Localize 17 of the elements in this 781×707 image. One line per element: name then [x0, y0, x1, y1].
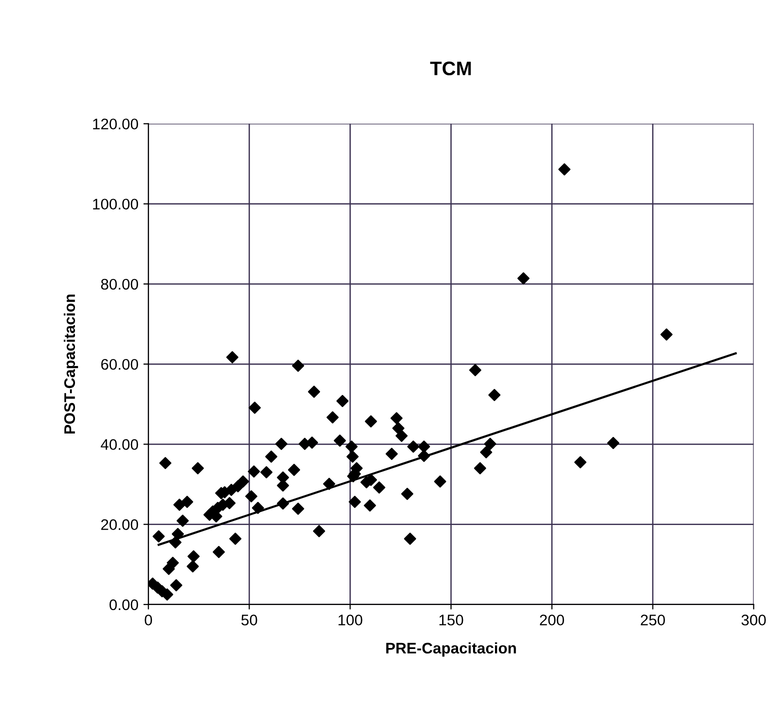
y-tick-label: 20.00	[101, 519, 138, 530]
x-axis-title: PRE-Capacitacion	[386, 642, 516, 657]
y-axis-title: POST-Capacitacion	[64, 294, 78, 434]
y-tick-label: 40.00	[100, 439, 138, 450]
y-tick-label: 0.00	[110, 599, 138, 610]
y-tick-label: 80.00	[101, 278, 138, 290]
x-tick-label: 250	[640, 614, 665, 626]
x-tick-label: 150	[439, 614, 464, 626]
x-tick-label: 300	[742, 614, 766, 626]
chart-title: TCM	[430, 62, 471, 76]
y-tick-label: 60.00	[101, 358, 138, 370]
x-tick-label: 50	[241, 614, 258, 626]
x-tick-label: 100	[338, 614, 362, 626]
x-tick-label: 200	[540, 614, 564, 626]
y-tick-label: 100.00	[93, 198, 138, 210]
y-tick-label: 120.00	[93, 118, 138, 130]
x-tick-label: 0	[144, 614, 152, 626]
